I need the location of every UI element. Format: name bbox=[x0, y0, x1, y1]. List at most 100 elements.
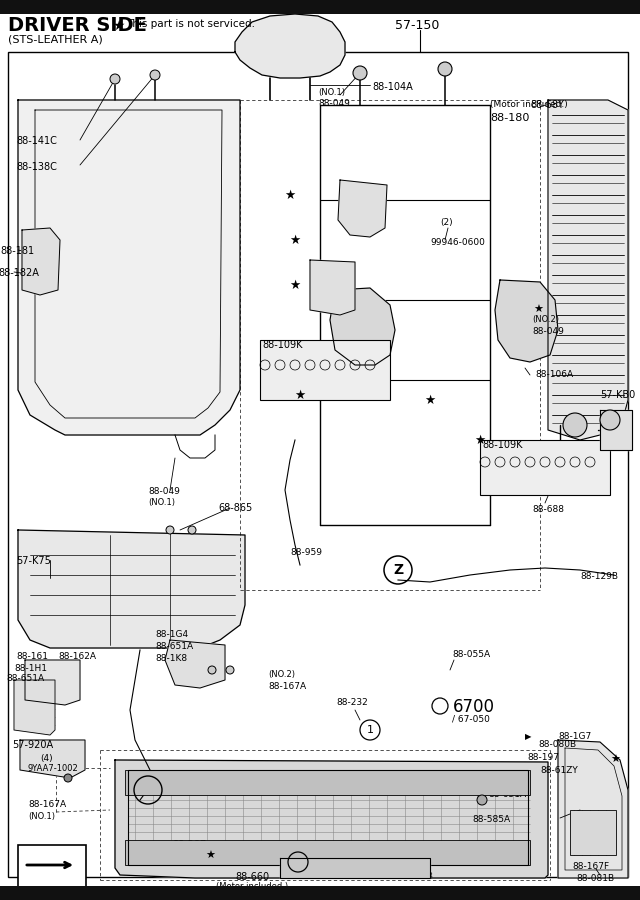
Text: 88-049: 88-049 bbox=[318, 99, 350, 108]
Text: ★: ★ bbox=[610, 755, 620, 765]
Text: 88-049: 88-049 bbox=[148, 487, 180, 496]
Text: 88-197: 88-197 bbox=[527, 753, 559, 762]
Bar bbox=[0, 886, 640, 900]
Polygon shape bbox=[18, 100, 240, 435]
Text: 88-167A: 88-167A bbox=[268, 682, 306, 691]
Text: 88-049: 88-049 bbox=[532, 327, 564, 336]
Polygon shape bbox=[548, 100, 628, 440]
Circle shape bbox=[226, 666, 234, 674]
Text: Z: Z bbox=[393, 563, 403, 577]
Text: FWD: FWD bbox=[23, 873, 52, 883]
Text: 88-232: 88-232 bbox=[336, 698, 368, 707]
Polygon shape bbox=[165, 640, 225, 688]
Text: This part is not serviced.: This part is not serviced. bbox=[126, 19, 255, 29]
Text: DRIVER SIDE: DRIVER SIDE bbox=[8, 16, 147, 35]
Text: 88-651A: 88-651A bbox=[155, 642, 193, 651]
Text: 88-651A: 88-651A bbox=[6, 674, 44, 683]
Polygon shape bbox=[600, 410, 632, 450]
Text: 88-1H3: 88-1H3 bbox=[400, 872, 433, 881]
Text: ★: ★ bbox=[205, 851, 215, 861]
Polygon shape bbox=[235, 14, 345, 78]
Text: ★: ★ bbox=[289, 233, 301, 247]
Text: 88-162A: 88-162A bbox=[58, 652, 96, 661]
Text: 88-61ZY: 88-61ZY bbox=[540, 766, 578, 775]
Text: 88-387: 88-387 bbox=[172, 840, 206, 850]
Text: 88-141C: 88-141C bbox=[16, 136, 57, 146]
Text: 99946-0600: 99946-0600 bbox=[430, 238, 485, 247]
Text: 88-055A: 88-055A bbox=[452, 650, 490, 659]
Text: ▶: ▶ bbox=[525, 732, 531, 741]
Text: 57-KB0: 57-KB0 bbox=[600, 390, 636, 400]
Polygon shape bbox=[115, 760, 548, 878]
Polygon shape bbox=[330, 288, 395, 365]
Polygon shape bbox=[20, 740, 85, 778]
Polygon shape bbox=[14, 680, 55, 735]
Bar bbox=[125, 840, 530, 865]
Text: (NO.1): (NO.1) bbox=[28, 812, 55, 821]
Polygon shape bbox=[18, 530, 245, 648]
Text: (NO.2): (NO.2) bbox=[268, 670, 295, 679]
Text: 88-1H1: 88-1H1 bbox=[14, 664, 47, 673]
Text: ★: ★ bbox=[289, 278, 301, 292]
Polygon shape bbox=[25, 660, 80, 705]
Text: (4): (4) bbox=[40, 754, 52, 763]
Polygon shape bbox=[495, 280, 558, 362]
Text: 57-150: 57-150 bbox=[395, 19, 440, 32]
Text: ★: ★ bbox=[533, 305, 543, 315]
Text: 9YAA7-1002: 9YAA7-1002 bbox=[28, 764, 79, 773]
Text: ★: ★ bbox=[294, 389, 306, 401]
Circle shape bbox=[150, 70, 160, 80]
Bar bbox=[0, 0, 640, 14]
Polygon shape bbox=[22, 228, 60, 295]
Circle shape bbox=[563, 413, 587, 437]
Text: 88-167F: 88-167F bbox=[572, 862, 609, 871]
Text: 88-1G4: 88-1G4 bbox=[155, 630, 188, 639]
Polygon shape bbox=[310, 260, 355, 315]
Text: 68-865: 68-865 bbox=[218, 503, 252, 513]
Text: (2): (2) bbox=[440, 218, 452, 227]
Bar bbox=[18, 845, 86, 887]
Text: 88-167A: 88-167A bbox=[28, 800, 66, 809]
Bar bbox=[128, 770, 528, 865]
Text: 88-138C: 88-138C bbox=[16, 162, 57, 172]
Text: 88-651A: 88-651A bbox=[488, 790, 526, 799]
Text: 88-109K: 88-109K bbox=[482, 440, 522, 450]
Text: 88-106A: 88-106A bbox=[535, 370, 573, 379]
Text: 88-1K8: 88-1K8 bbox=[155, 654, 187, 663]
Bar bbox=[480, 440, 610, 495]
Text: 88-109K: 88-109K bbox=[262, 340, 303, 350]
Text: 88-1G7: 88-1G7 bbox=[558, 732, 591, 741]
Circle shape bbox=[600, 410, 620, 430]
Text: 88-959: 88-959 bbox=[290, 548, 322, 557]
Polygon shape bbox=[558, 740, 628, 878]
Text: 57-K75: 57-K75 bbox=[16, 556, 51, 566]
Text: 88-660: 88-660 bbox=[235, 872, 269, 882]
Circle shape bbox=[208, 666, 216, 674]
Text: 88-180: 88-180 bbox=[490, 113, 529, 123]
Text: ★: ★ bbox=[112, 19, 125, 33]
Text: 88-161: 88-161 bbox=[16, 652, 48, 661]
Text: 88-104A: 88-104A bbox=[372, 82, 413, 92]
Circle shape bbox=[166, 526, 174, 534]
Text: 88-68Y: 88-68Y bbox=[530, 100, 564, 110]
Text: 1: 1 bbox=[294, 857, 301, 867]
Text: 88-688: 88-688 bbox=[532, 505, 564, 514]
Text: ★: ★ bbox=[474, 434, 486, 446]
Text: 88-081B: 88-081B bbox=[576, 874, 614, 883]
Text: ★: ★ bbox=[424, 393, 436, 407]
Bar bbox=[260, 340, 390, 400]
Text: 6700: 6700 bbox=[453, 698, 495, 716]
Circle shape bbox=[110, 74, 120, 84]
Bar bbox=[125, 770, 530, 795]
Circle shape bbox=[64, 774, 72, 782]
Text: Z: Z bbox=[143, 783, 153, 797]
Text: / 67-050: / 67-050 bbox=[452, 714, 490, 723]
Text: 88-953: 88-953 bbox=[340, 210, 374, 220]
Text: 88-181: 88-181 bbox=[0, 246, 34, 256]
Text: 57-920A: 57-920A bbox=[12, 740, 53, 750]
Circle shape bbox=[438, 62, 452, 76]
Text: (Motor included.): (Motor included.) bbox=[216, 882, 288, 891]
Text: ★: ★ bbox=[284, 188, 296, 202]
Text: (NO.2): (NO.2) bbox=[532, 315, 559, 324]
Text: 88-182A: 88-182A bbox=[0, 268, 39, 278]
